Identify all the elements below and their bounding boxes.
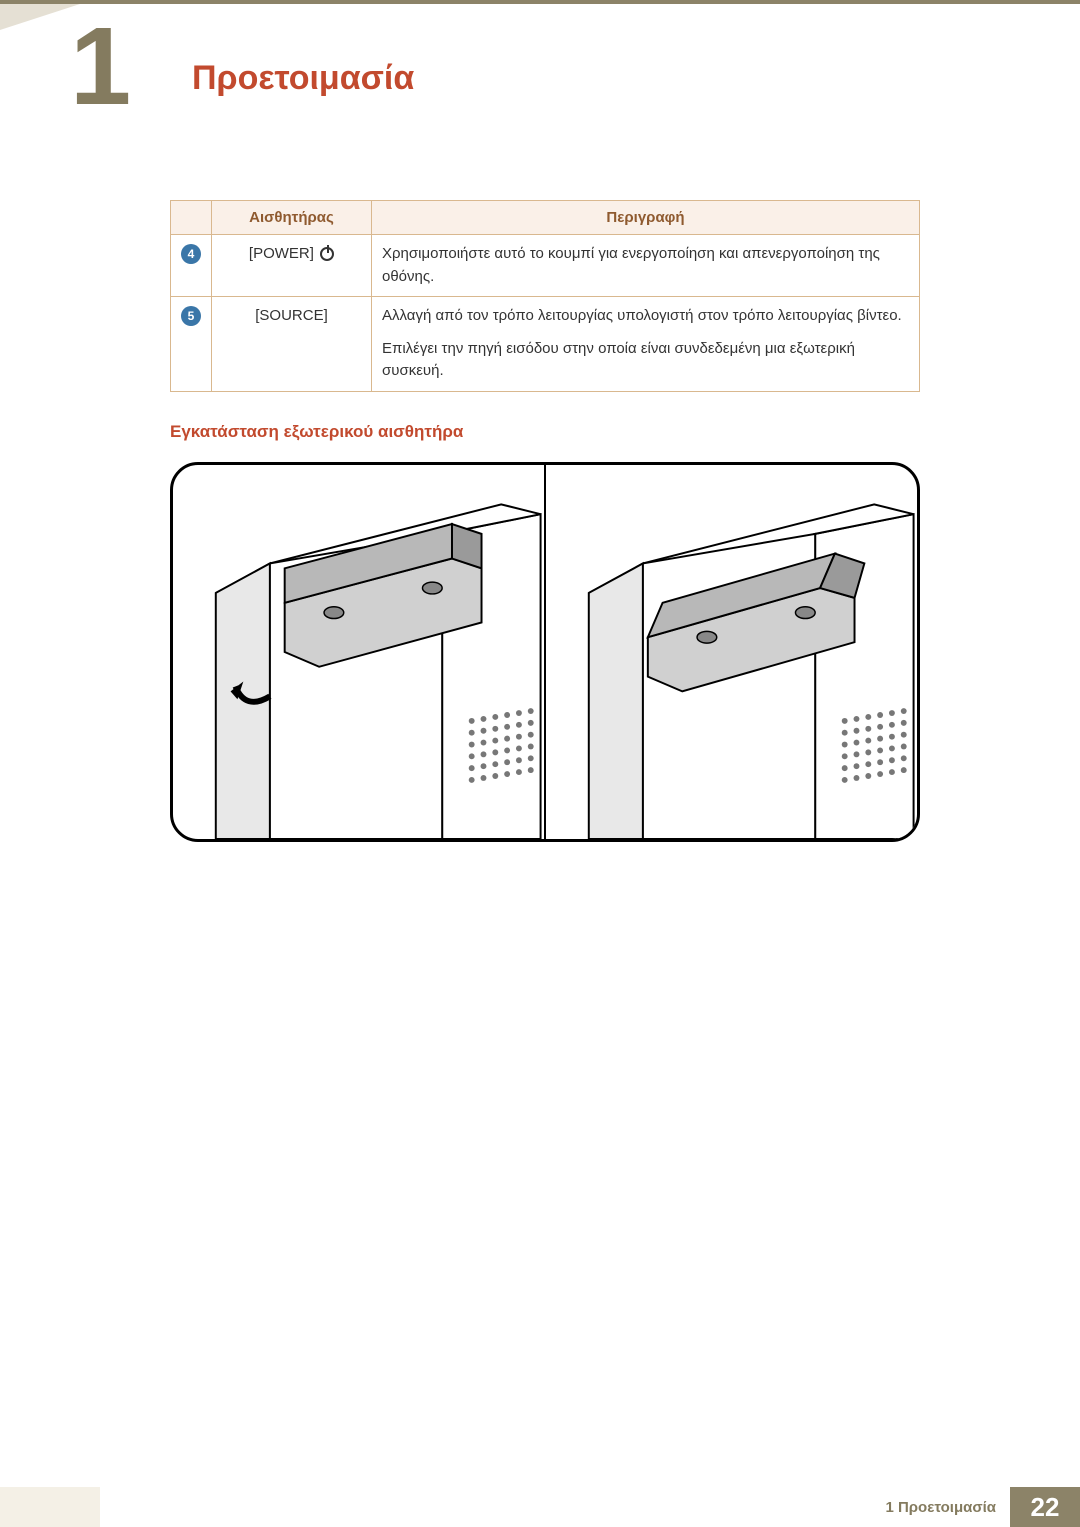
monitor-illustration-right: SUNG	[546, 465, 917, 839]
row-num-badge: 4	[181, 244, 201, 264]
page-content: Αισθητήρας Περιγραφή 4 [POWER] Χρησιμοπο…	[170, 200, 920, 842]
sensor-label: [POWER]	[249, 245, 314, 262]
subheading: Εγκατάσταση εξωτερικού αισθητήρα	[170, 422, 920, 442]
table-header-description: Περιγραφή	[372, 201, 920, 235]
table-row: 5 [SOURCE] Αλλαγή από τον τρόπο λειτουργ…	[171, 297, 920, 392]
power-icon	[320, 247, 334, 261]
top-triangle-ornament	[0, 4, 80, 30]
row-description-cell: Αλλαγή από τον τρόπο λειτουργίας υπολογι…	[372, 297, 920, 392]
page-header: 1 Προετοιμασία	[100, 30, 1020, 100]
row-sensor-cell: [SOURCE]	[212, 297, 372, 392]
sensor-table: Αισθητήρας Περιγραφή 4 [POWER] Χρησιμοπο…	[170, 200, 920, 392]
footer-left-bar	[0, 1487, 100, 1527]
top-border-bar	[0, 0, 1080, 4]
description-text: Αλλαγή από τον τρόπο λειτουργίας υπολογι…	[382, 305, 909, 328]
footer-label: 1 Προετοιμασία	[100, 1487, 1010, 1527]
chapter-number: 1	[70, 34, 131, 100]
chapter-title: Προετοιμασία	[192, 59, 414, 98]
table-header-sensor: Αισθητήρας	[212, 201, 372, 235]
row-num-badge: 5	[181, 306, 201, 326]
page-footer: 1 Προετοιμασία 22	[0, 1487, 1080, 1527]
description-text-2: Επιλέγει την πηγή εισόδου στην οποία είν…	[382, 338, 909, 383]
footer-page-number: 22	[1010, 1487, 1080, 1527]
table-header-blank	[171, 201, 212, 235]
row-num-cell: 5	[171, 297, 212, 392]
row-sensor-cell: [POWER]	[212, 235, 372, 297]
chapter-number-graphic: 1	[100, 30, 180, 100]
sensor-label: [SOURCE]	[255, 307, 328, 324]
monitor-illustration-left: UNG	[173, 465, 544, 839]
figure-panel-right: SUNG	[544, 465, 917, 839]
figure-panel-left: UNG	[173, 465, 544, 839]
row-num-cell: 4	[171, 235, 212, 297]
description-text: Χρησιμοποιήστε αυτό το κουμπί για ενεργο…	[382, 243, 909, 288]
installation-figure: UNG	[170, 462, 920, 842]
table-row: 4 [POWER] Χρησιμοποιήστε αυτό το κουμπί …	[171, 235, 920, 297]
row-description-cell: Χρησιμοποιήστε αυτό το κουμπί για ενεργο…	[372, 235, 920, 297]
